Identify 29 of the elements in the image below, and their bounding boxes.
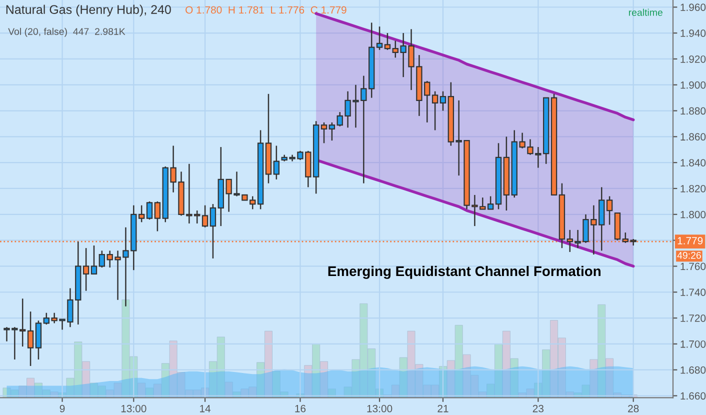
y-tick-label: 1.700 xyxy=(680,340,706,348)
annotation: realtime xyxy=(628,8,662,16)
y-tick-label: 1.840 xyxy=(680,159,706,166)
x-tick-label: 21 xyxy=(438,404,448,412)
y-tick-label: 1.720 xyxy=(680,314,706,322)
y-tick-label: 1.800 xyxy=(680,210,706,218)
y-tick-label: 1.740 xyxy=(680,288,706,296)
x-tick-label: 28 xyxy=(628,404,639,412)
y-tick-label: 1.880 xyxy=(680,107,706,115)
x-tick-label: 9 xyxy=(60,404,65,412)
annotation: Vol (20, false) 447 2.981K xyxy=(8,28,126,37)
ref-line-label: 1.779 xyxy=(678,237,703,244)
text: 49:26 xyxy=(677,252,701,259)
annotation: Emerging Equidistant Channel Formation xyxy=(328,266,600,279)
y-tick-label: 1.920 xyxy=(680,55,706,63)
x-tick-label: 16 xyxy=(295,404,306,412)
x-tick-label: 13:00 xyxy=(121,404,146,412)
y-tick-label: 1.680 xyxy=(680,366,706,374)
y-tick-label: 1.960 xyxy=(680,4,706,11)
y-tick-label: 1.940 xyxy=(680,30,706,37)
x-tick-label: 13:00 xyxy=(367,404,392,412)
y-tick-label: 1.760 xyxy=(680,262,706,270)
y-tick-label: 1.900 xyxy=(680,81,706,89)
x-tick-label: 23 xyxy=(532,404,544,412)
y-tick-label: 1.820 xyxy=(680,184,706,192)
chart-title: Natural Gas (Henry Hub), 240 xyxy=(6,4,171,16)
y-tick-label: 1.860 xyxy=(680,133,706,141)
x-tick-label: 14 xyxy=(200,405,211,412)
y-tick-label: 1.660 xyxy=(680,392,706,400)
